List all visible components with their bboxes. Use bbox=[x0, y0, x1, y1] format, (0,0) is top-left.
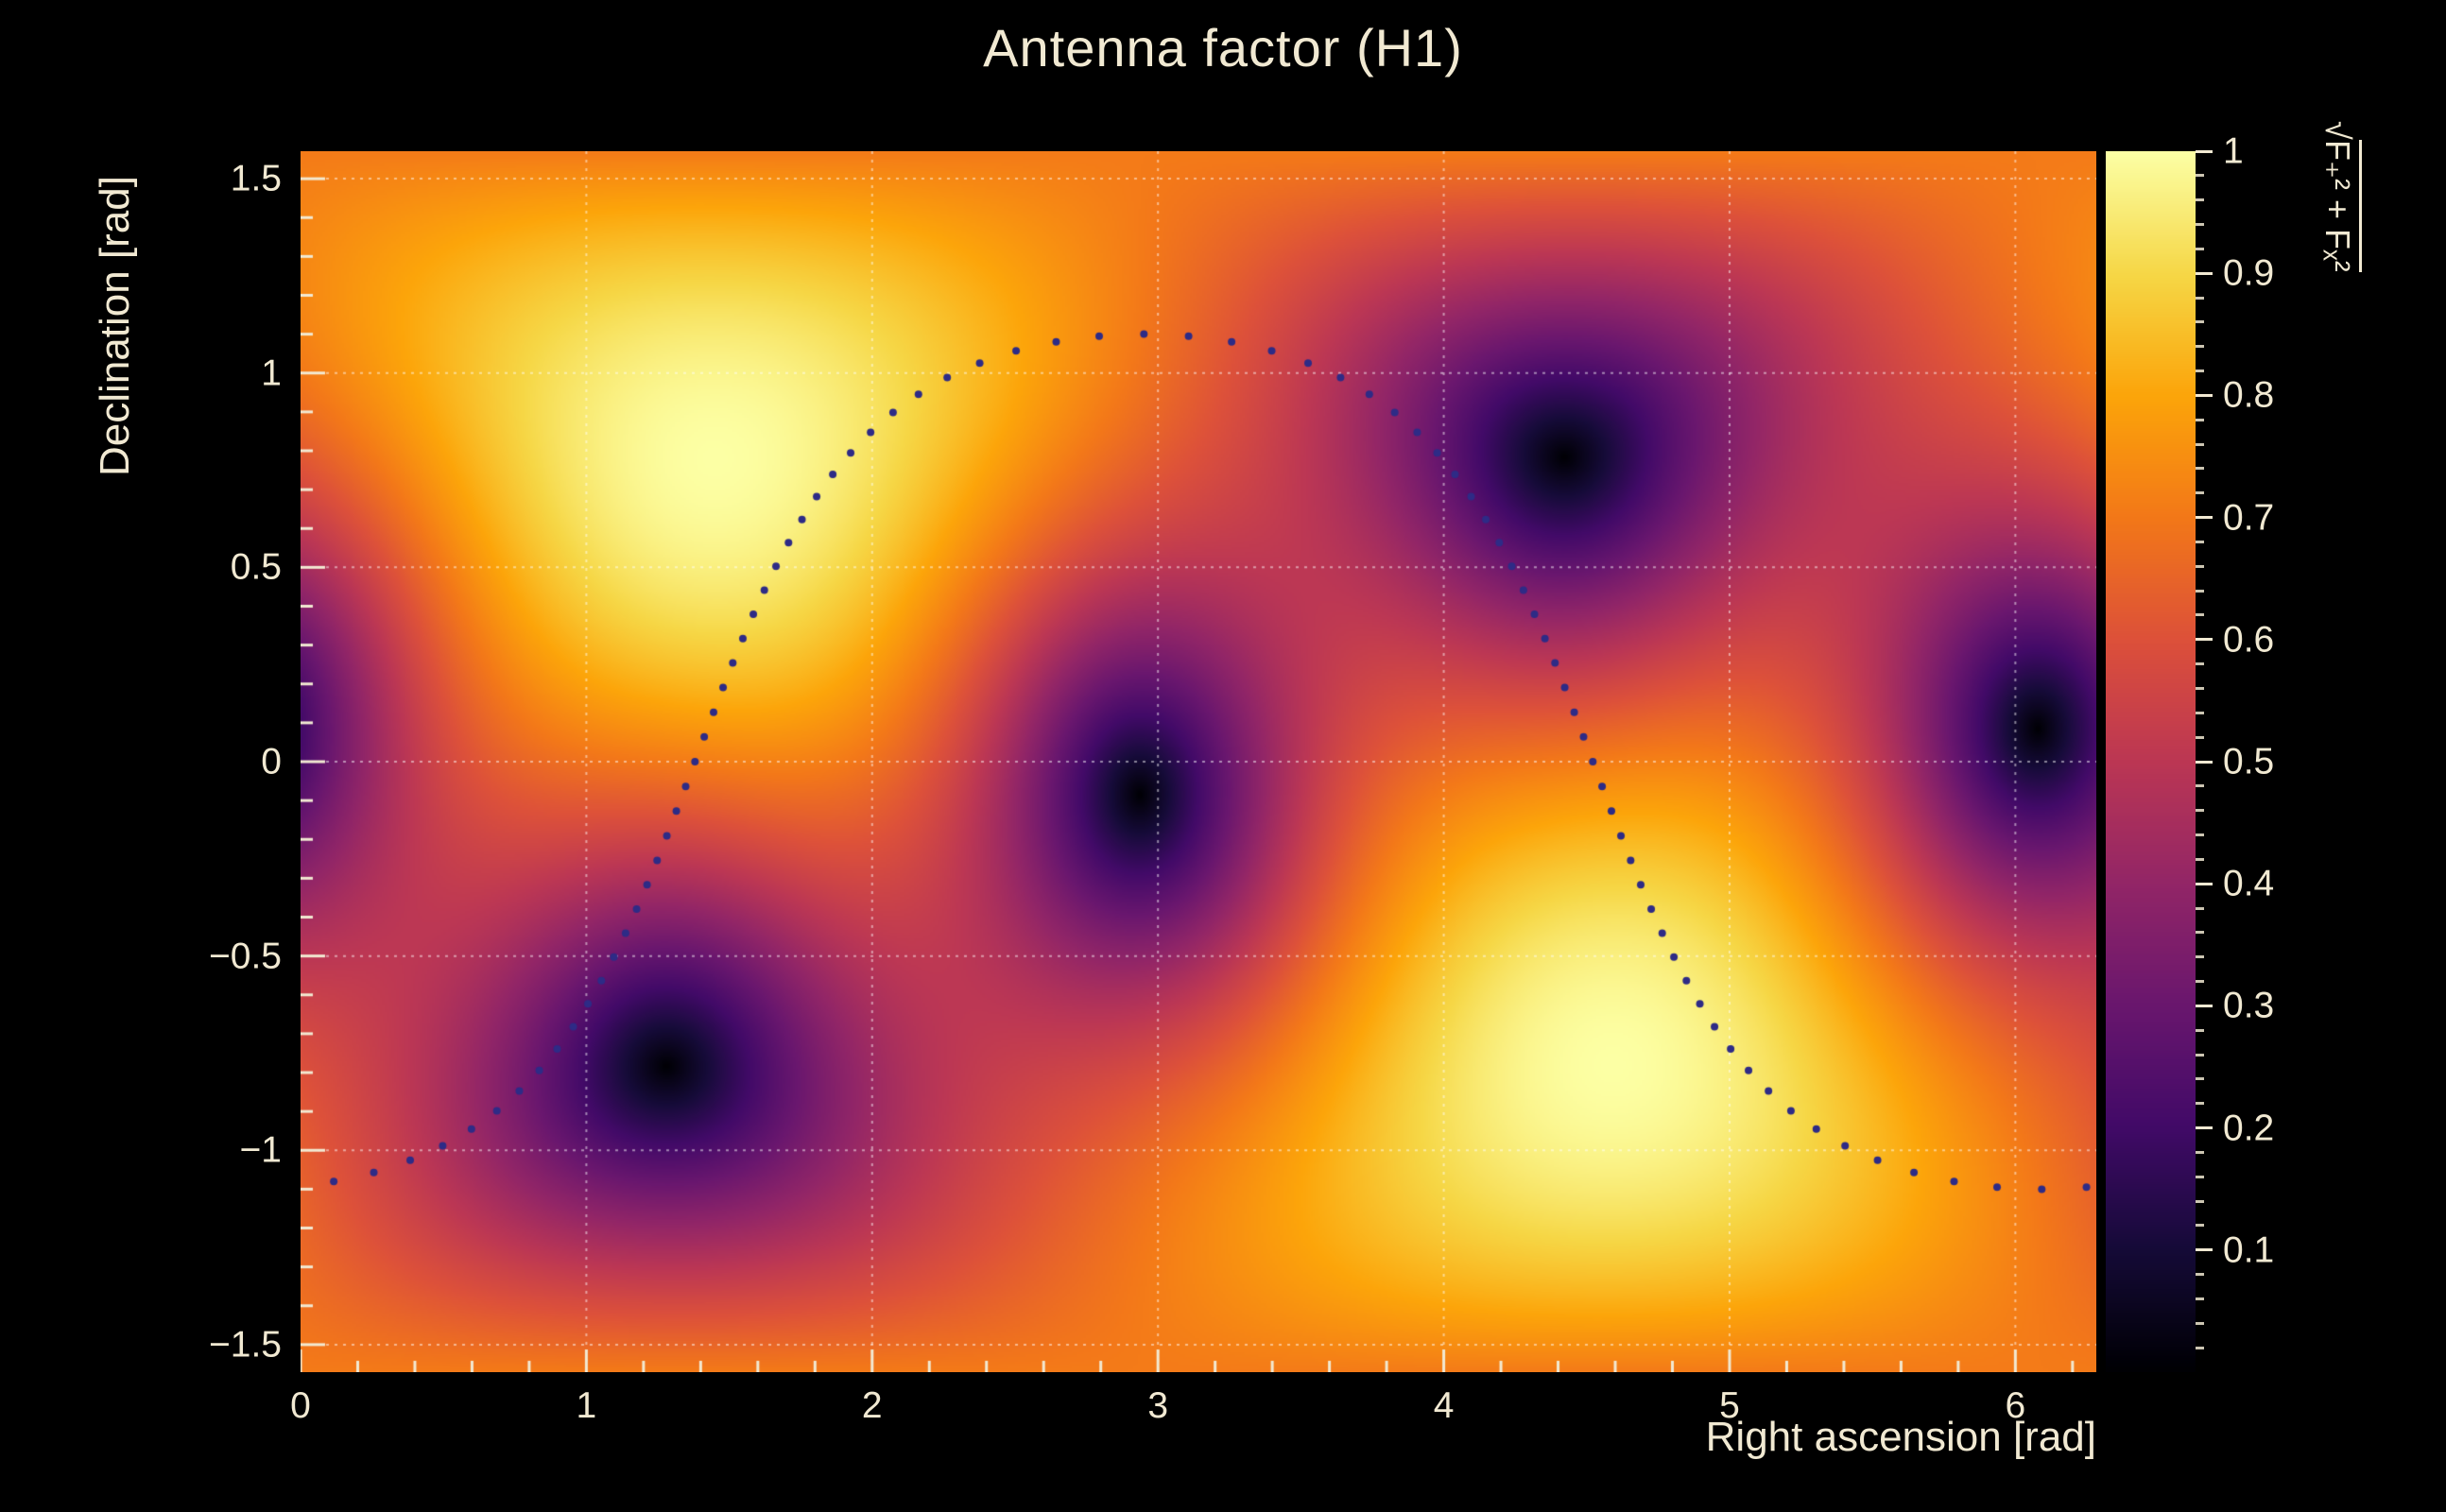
colorbar-tick-label: 0.9 bbox=[2223, 252, 2275, 294]
colorbar bbox=[2106, 151, 2196, 1372]
colorbar-tick-label: 0.1 bbox=[2223, 1229, 2275, 1271]
colorbar-tick-label: 0.5 bbox=[2223, 741, 2275, 782]
colorbar-minor-tick bbox=[2196, 1321, 2204, 1325]
colorbar-minor-tick bbox=[2196, 369, 2204, 373]
colorbar-tick bbox=[2196, 271, 2213, 275]
x-tick-label: 3 bbox=[1147, 1385, 1169, 1426]
y-tick-label: 1.5 bbox=[230, 158, 282, 199]
colorbar-minor-tick bbox=[2196, 662, 2204, 666]
x-axis-title: Right ascension [rad] bbox=[1705, 1414, 2096, 1460]
colorbar-minor-tick bbox=[2196, 613, 2204, 617]
colorbar-tick bbox=[2196, 393, 2213, 397]
colorbar-minor-tick bbox=[2196, 345, 2204, 349]
y-axis-title: Declination [rad] bbox=[92, 176, 138, 476]
x-tick-label: 2 bbox=[861, 1385, 883, 1426]
colorbar-minor-tick bbox=[2196, 906, 2204, 910]
y-tick-label: 0 bbox=[261, 741, 282, 782]
colorbar-tick bbox=[2196, 1004, 2213, 1007]
colorbar-minor-tick bbox=[2196, 1053, 2204, 1057]
colorbar-tick-label: 0.4 bbox=[2223, 863, 2275, 904]
colorbar-minor-tick bbox=[2196, 1077, 2204, 1081]
colorbar-minor-tick bbox=[2196, 980, 2204, 984]
colorbar-minor-tick bbox=[2196, 711, 2204, 714]
colorbar-minor-tick bbox=[2196, 564, 2204, 568]
colorbar-minor-tick bbox=[2196, 418, 2204, 421]
colorbar-tick bbox=[2196, 882, 2213, 885]
y-tick-label: 0.5 bbox=[230, 546, 282, 588]
colorbar-minor-tick bbox=[2196, 442, 2204, 446]
colorbar-tick-label: 0.6 bbox=[2223, 619, 2275, 661]
colorbar-tick bbox=[2196, 638, 2213, 642]
colorbar-minor-tick bbox=[2196, 1346, 2204, 1349]
colorbar-minor-tick bbox=[2196, 1297, 2204, 1300]
colorbar-minor-tick bbox=[2196, 467, 2204, 471]
heatmap-plot-area bbox=[301, 151, 2096, 1372]
x-tick-label: 1 bbox=[576, 1385, 597, 1426]
y-tick-label: −1.5 bbox=[209, 1324, 282, 1366]
colorbar-minor-tick bbox=[2196, 857, 2204, 861]
x-tick-label: 4 bbox=[1433, 1385, 1455, 1426]
colorbar-minor-tick bbox=[2196, 589, 2204, 593]
x-tick-label: 0 bbox=[290, 1385, 311, 1426]
colorbar-minor-tick bbox=[2196, 198, 2204, 202]
colorbar-tick-label: 0.8 bbox=[2223, 374, 2275, 416]
y-tick-label: −1 bbox=[239, 1129, 282, 1171]
colorbar-tick-label: 0.7 bbox=[2223, 497, 2275, 539]
colorbar-minor-tick bbox=[2196, 174, 2204, 178]
colorbar-minor-tick bbox=[2196, 735, 2204, 739]
y-tick-label: −0.5 bbox=[209, 936, 282, 977]
colorbar-tick bbox=[2196, 1126, 2213, 1130]
x-tick-label: 5 bbox=[1719, 1385, 1740, 1426]
colorbar-tick bbox=[2196, 149, 2213, 153]
colorbar-minor-tick bbox=[2196, 1273, 2204, 1277]
colorbar-minor-tick bbox=[2196, 833, 2204, 837]
colorbar-tick bbox=[2196, 1248, 2213, 1252]
colorbar-minor-tick bbox=[2196, 931, 2204, 935]
colorbar-minor-tick bbox=[2196, 1102, 2204, 1106]
colorbar-minor-tick bbox=[2196, 247, 2204, 250]
colorbar-tick-label: 1 bbox=[2223, 130, 2244, 172]
colorbar-tick-label: 0.2 bbox=[2223, 1108, 2275, 1149]
colorbar-tick bbox=[2196, 760, 2213, 764]
chart-title: Antenna factor (H1) bbox=[983, 18, 1463, 77]
colorbar-minor-tick bbox=[2196, 296, 2204, 300]
x-tick-label: 6 bbox=[2005, 1385, 2026, 1426]
colorbar-minor-tick bbox=[2196, 540, 2204, 543]
colorbar-minor-tick bbox=[2196, 223, 2204, 227]
colorbar-minor-tick bbox=[2196, 784, 2204, 788]
colorbar-minor-tick bbox=[2196, 686, 2204, 690]
grid-ticks-track-overlay bbox=[301, 151, 2096, 1372]
colorbar-minor-tick bbox=[2196, 1028, 2204, 1032]
colorbar-minor-tick bbox=[2196, 320, 2204, 324]
colorbar-tick bbox=[2196, 516, 2213, 520]
colorbar-minor-tick bbox=[2196, 1175, 2204, 1178]
colorbar-minor-tick bbox=[2196, 955, 2204, 959]
colorbar-minor-tick bbox=[2196, 1199, 2204, 1203]
colorbar-minor-tick bbox=[2196, 1150, 2204, 1154]
colorbar-title: √F₊² + Fₓ² bbox=[2317, 121, 2362, 272]
colorbar-tick-label: 0.3 bbox=[2223, 985, 2275, 1026]
colorbar-minor-tick bbox=[2196, 1224, 2204, 1228]
colorbar-minor-tick bbox=[2196, 809, 2204, 813]
colorbar-minor-tick bbox=[2196, 491, 2204, 495]
y-tick-label: 1 bbox=[261, 352, 282, 394]
